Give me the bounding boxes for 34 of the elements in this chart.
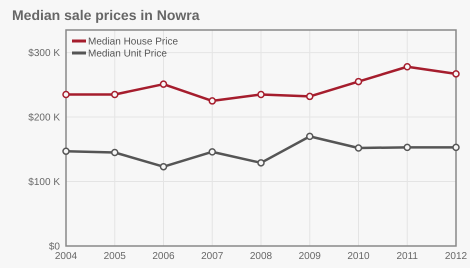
x-tick-label: 2006 [152, 251, 176, 262]
x-tick-label: 2008 [250, 251, 273, 262]
point [160, 80, 168, 88]
point [452, 70, 460, 78]
y-tick-label: $100 K [28, 177, 60, 188]
point [306, 92, 314, 100]
x-tick-label: 2012 [444, 251, 468, 262]
point [404, 63, 411, 70]
point [257, 90, 265, 98]
x-tick-label: 2004 [54, 251, 78, 262]
point [354, 144, 362, 152]
y-tick-label: $300 K [28, 48, 60, 60]
point [160, 162, 168, 170]
chart-title: Median sale prices in Nowra [12, 7, 200, 23]
x-tick-label: 2007 [201, 251, 224, 262]
point [404, 144, 411, 152]
x-tick-label: 2005 [104, 251, 126, 262]
point [257, 159, 265, 167]
point [111, 148, 118, 156]
point [111, 90, 118, 98]
point [62, 90, 70, 98]
y-tick-label: $200 K [28, 112, 60, 124]
point [306, 132, 314, 140]
y-tick-label: $0 [48, 242, 60, 252]
point [354, 78, 362, 86]
point [208, 148, 216, 156]
legend-label: Median Unit Price [88, 48, 168, 60]
point [452, 144, 460, 152]
x-tick-label: 2009 [298, 251, 322, 262]
x-tick-label: 2010 [347, 251, 370, 262]
x-tick-label: 2011 [396, 251, 418, 262]
legend-label: Median House Price [88, 36, 178, 48]
point [208, 97, 216, 105]
point [62, 147, 70, 155]
